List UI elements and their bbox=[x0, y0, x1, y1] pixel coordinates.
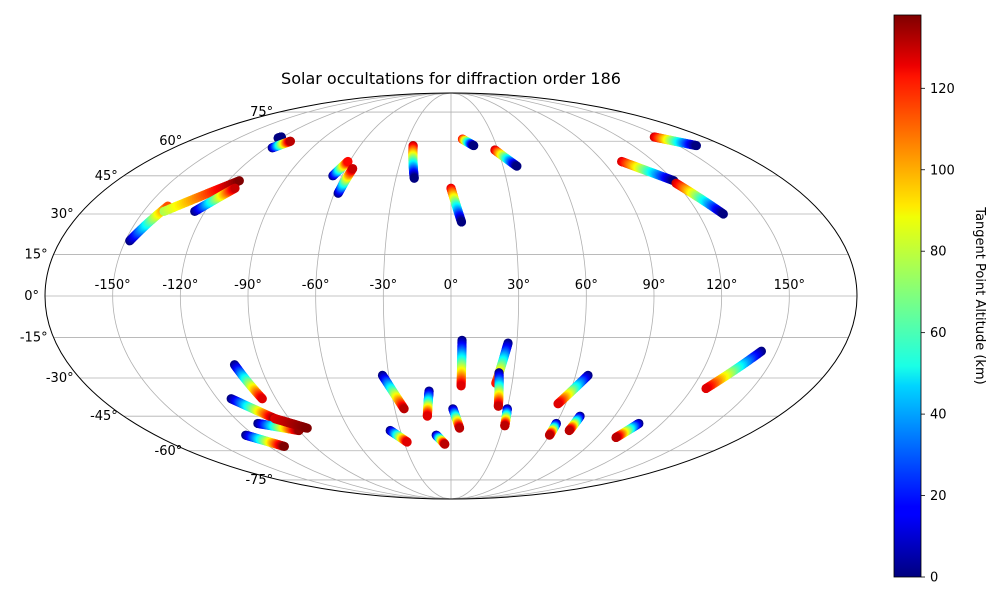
latitude-tick-label: 75° bbox=[250, 105, 273, 120]
occultation-tracks bbox=[125, 132, 766, 452]
latitude-tick-label: 0° bbox=[24, 289, 39, 304]
latitude-tick-label: 45° bbox=[95, 169, 118, 184]
track-point bbox=[691, 140, 701, 151]
colorbar-tick-label: 60 bbox=[930, 326, 947, 341]
occultation-track bbox=[564, 411, 585, 436]
map-boundary bbox=[44, 92, 858, 500]
colorbar-tick-label: 120 bbox=[930, 82, 955, 97]
longitude-tick-label: 120° bbox=[706, 278, 737, 293]
track-point bbox=[701, 383, 711, 394]
occultation-track bbox=[229, 360, 267, 404]
longitude-tick-label: 90° bbox=[642, 278, 665, 293]
occultation-track bbox=[241, 430, 289, 452]
track-point bbox=[553, 399, 563, 409]
latitude-tick-label: -75° bbox=[245, 473, 273, 488]
track-point bbox=[493, 401, 503, 411]
track-point bbox=[500, 421, 510, 431]
track-point bbox=[257, 394, 267, 404]
colorbar-tick-label: 0 bbox=[930, 571, 938, 586]
track-point bbox=[544, 430, 555, 440]
occultation-track bbox=[649, 132, 701, 151]
colorbar-tick-label: 100 bbox=[930, 163, 955, 178]
track-point bbox=[279, 441, 289, 452]
longitude-tick-label: 0° bbox=[444, 278, 459, 293]
occultation-track bbox=[422, 386, 434, 421]
occultation-track bbox=[611, 418, 644, 443]
occultation-track bbox=[190, 183, 240, 216]
latitude-tick-label: -60° bbox=[155, 444, 183, 459]
longitude-tick-label: -90° bbox=[234, 278, 262, 293]
track-point bbox=[422, 411, 432, 421]
longitude-tick-label: -120° bbox=[162, 278, 198, 293]
track-point bbox=[399, 404, 409, 414]
occultation-track bbox=[328, 156, 353, 181]
latitude-tick-label: 30° bbox=[51, 207, 74, 222]
track-point bbox=[611, 432, 621, 443]
colorbar-tick-label: 20 bbox=[930, 489, 947, 504]
latitude-tick-label: -30° bbox=[46, 371, 74, 386]
track-point bbox=[718, 209, 728, 219]
latitude-tick-label: -45° bbox=[90, 409, 118, 424]
occultation-track bbox=[267, 136, 296, 153]
occultation-track bbox=[270, 414, 312, 433]
track-point bbox=[454, 423, 465, 433]
longitude-tick-label: 60° bbox=[575, 278, 598, 293]
chart-title: Solar occultations for diffraction order… bbox=[281, 69, 621, 88]
colorbar bbox=[893, 14, 922, 578]
colorbar-tick-label: 40 bbox=[930, 408, 947, 423]
longitude-tick-label: -60° bbox=[302, 278, 330, 293]
track-point bbox=[456, 381, 466, 391]
occultation-track bbox=[544, 418, 561, 440]
latitude-tick-label: -15° bbox=[20, 331, 48, 346]
occultation-track bbox=[671, 178, 728, 219]
occultation-track bbox=[377, 370, 409, 414]
track-point bbox=[409, 173, 419, 183]
occultation-track bbox=[431, 430, 450, 449]
occultation-track bbox=[617, 156, 679, 186]
track-point bbox=[440, 439, 450, 449]
track-point bbox=[348, 163, 358, 174]
latitude-tick-label: 15° bbox=[25, 247, 48, 262]
colorbar-label: Tangent Point Altitude (km) bbox=[972, 206, 987, 384]
track-point bbox=[302, 423, 312, 433]
longitude-tick-label: 150° bbox=[774, 278, 805, 293]
occultation-track bbox=[408, 140, 419, 183]
colorbar-tick-label: 80 bbox=[930, 245, 947, 260]
longitude-tick-label: -150° bbox=[95, 278, 131, 293]
latitude-tick-label: 60° bbox=[159, 134, 182, 149]
occultation-track bbox=[333, 163, 358, 198]
track-point bbox=[230, 183, 240, 193]
longitude-tick-label: -30° bbox=[369, 278, 397, 293]
occultation-track bbox=[385, 425, 412, 447]
track-point bbox=[469, 140, 479, 151]
occultation-track bbox=[456, 335, 467, 391]
occultation-track bbox=[493, 368, 504, 411]
track-point bbox=[512, 161, 522, 171]
axis-tick-labels: -150° -120° -90° -60° -30° 0° 30° 60° 90° 120° 150… bbox=[20, 105, 805, 488]
occultation-track bbox=[448, 404, 465, 433]
occultation-track bbox=[701, 346, 766, 394]
occultation-track bbox=[500, 404, 512, 431]
occultation-track bbox=[553, 370, 593, 409]
occultation-track bbox=[490, 145, 522, 171]
longitude-tick-label: 30° bbox=[507, 278, 530, 293]
track-point bbox=[285, 136, 296, 146]
track-point bbox=[343, 156, 353, 167]
occultation-track bbox=[446, 183, 467, 227]
colorbar-ticks: 0 20 40 60 80 100 120 bbox=[921, 82, 955, 586]
track-point bbox=[402, 437, 412, 447]
track-point bbox=[234, 176, 244, 186]
track-point bbox=[456, 217, 467, 227]
occultation-track bbox=[457, 134, 479, 151]
track-point bbox=[564, 425, 574, 436]
